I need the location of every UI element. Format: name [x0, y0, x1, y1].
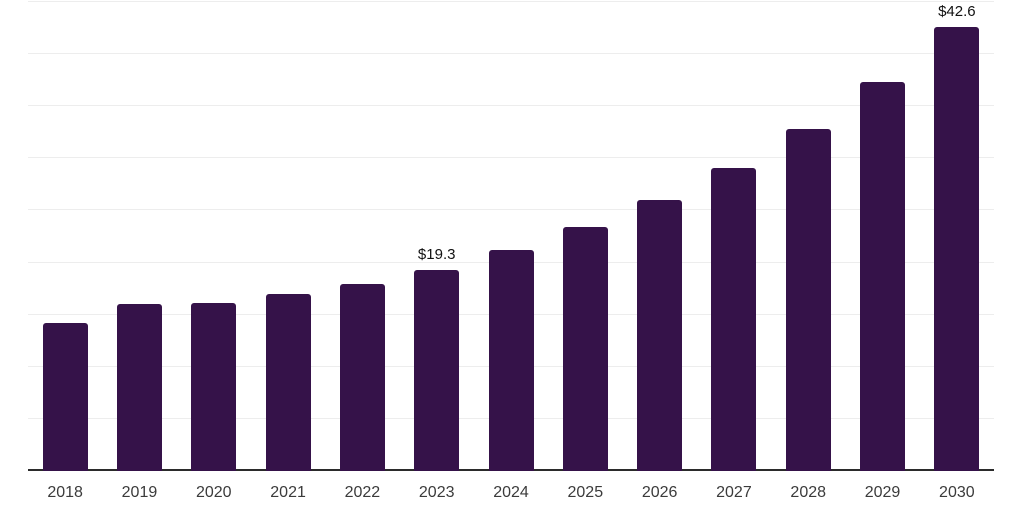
bar-2026 — [637, 200, 683, 471]
x-tick-2027: 2027 — [716, 484, 752, 501]
gridline — [28, 53, 994, 55]
gridline — [28, 157, 994, 159]
x-tick-2020: 2020 — [195, 484, 232, 501]
x-tick-2021: 2021 — [270, 484, 306, 501]
x-tick-2023: 2023 — [418, 484, 455, 501]
bar-2030 — [934, 27, 980, 471]
x-tick-2024: 2024 — [493, 484, 529, 501]
bar-2022 — [339, 284, 385, 471]
x-tick-2028: 2028 — [790, 484, 827, 501]
bar-2024 — [488, 250, 534, 471]
x-tick-2026: 2026 — [641, 484, 678, 501]
bar-2019 — [116, 304, 162, 471]
bar-2020 — [191, 303, 237, 471]
bar-2027 — [711, 167, 757, 471]
plot-area: $19.3 $42.6 — [28, 0, 994, 471]
x-tick-2022: 2022 — [344, 484, 381, 501]
data-label-2023: $19.3 — [417, 245, 456, 263]
gridline — [28, 105, 994, 107]
bar-2018 — [42, 323, 88, 471]
bar-2023 — [414, 269, 460, 471]
x-tick-2029: 2029 — [864, 484, 901, 501]
x-tick-2030: 2030 — [939, 484, 975, 501]
bar-2021 — [265, 293, 311, 471]
gridline — [28, 1, 994, 2]
gridline — [28, 209, 994, 211]
bar-2028 — [785, 129, 831, 471]
data-label-2030: $42.6 — [938, 3, 976, 21]
x-tick-2019: 2019 — [121, 484, 158, 501]
x-tick-2018: 2018 — [47, 484, 83, 501]
bar-2029 — [860, 82, 906, 471]
x-tick-2025: 2025 — [567, 484, 604, 501]
bar-2025 — [562, 227, 608, 471]
